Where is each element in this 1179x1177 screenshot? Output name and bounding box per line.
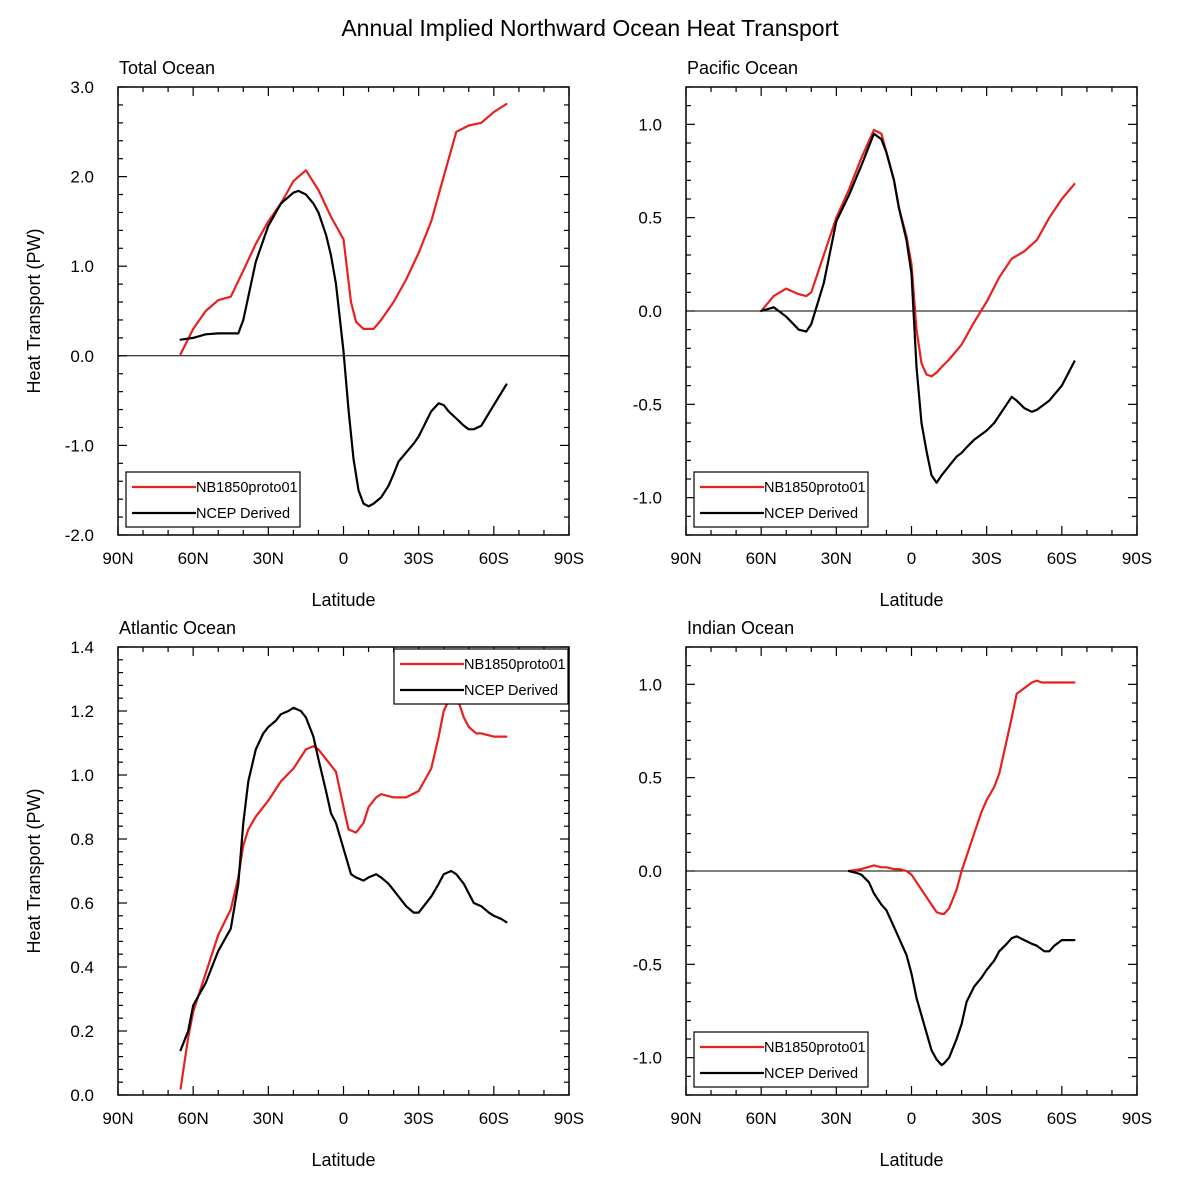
pacific-ocean-series-ncep-derived	[760, 132, 1076, 484]
atlantic-ocean-title: Atlantic Ocean	[119, 618, 236, 638]
atlantic-ocean-plot-frame	[117, 646, 570, 1096]
pacific-ocean-series-nb1850proto01	[760, 128, 1076, 378]
pacific-ocean-xtick-label: 30N	[821, 549, 852, 568]
atlantic-ocean-ytick-label: 0.6	[70, 894, 94, 913]
indian-ocean-plot-frame	[685, 646, 1138, 1096]
total-ocean-ytick-label: 1.0	[70, 257, 94, 276]
total-ocean-legend-label-nb1850proto01: NB1850proto01	[196, 480, 298, 496]
total-ocean-legend: NB1850proto01 NCEP Derived	[125, 471, 301, 528]
atlantic-ocean-ylabel: Heat Transport (PW)	[24, 788, 44, 953]
total-ocean-ticks	[117, 86, 570, 536]
atlantic-ocean-ytick-label: 0.8	[70, 830, 94, 849]
indian-ocean-xlabel: Latitude	[879, 1150, 943, 1170]
total-ocean-xtick-label: 30N	[253, 549, 284, 568]
indian-ocean-title: Indian Ocean	[687, 618, 794, 638]
figure-title: Annual Implied Northward Ocean Heat Tran…	[341, 15, 839, 41]
total-ocean-xlabel: Latitude	[311, 590, 375, 610]
indian-ocean-xtick-label: 60N	[746, 1109, 777, 1128]
pacific-ocean-ytick-label: 0.5	[638, 209, 662, 228]
panel-total-ocean: 90N 60N 30N 0 30S 60S 90S -2.0 -1.0 0.0 1.0 2.0 3.0 T…	[24, 58, 584, 610]
indian-ocean-legend-box	[693, 1031, 869, 1088]
atlantic-ocean-xtick-label: 90N	[102, 1109, 133, 1128]
pacific-ocean-legend-box	[693, 471, 869, 528]
pacific-ocean-xtick-label: 90S	[1122, 549, 1152, 568]
atlantic-ocean-xtick-label: 60S	[479, 1109, 509, 1128]
indian-ocean-xtick-label: 0	[907, 1109, 916, 1128]
total-ocean-series-nb1850proto01	[179, 102, 508, 356]
pacific-ocean-ytick-label: -0.5	[633, 395, 662, 414]
total-ocean-ytick-label: 2.0	[70, 168, 94, 187]
panel-indian-ocean: 90N 60N 30N 0 30S 60S 90S -1.0 -0.5 0.0 0.5 1.0 Indi…	[633, 618, 1152, 1170]
pacific-ocean-legend: NB1850proto01 NCEP Derived	[693, 471, 869, 528]
total-ocean-xtick-label: 0	[339, 549, 348, 568]
indian-ocean-ytick-label: -0.5	[633, 955, 662, 974]
indian-ocean-xtick-label: 60S	[1047, 1109, 1077, 1128]
indian-ocean-xtick-label: 90S	[1122, 1109, 1152, 1128]
atlantic-ocean-ytick-label: 1.4	[70, 638, 94, 657]
total-ocean-series-ncep-derived	[179, 189, 508, 508]
indian-ocean-legend-label-nb1850proto01: NB1850proto01	[764, 1040, 866, 1056]
indian-ocean-series-ncep-derived	[847, 869, 1076, 1067]
pacific-ocean-plot-frame	[685, 86, 1138, 536]
total-ocean-xtick-label: 90N	[102, 549, 133, 568]
indian-ocean-ytick-label: 0.0	[638, 862, 662, 881]
atlantic-ocean-ytick-label: 0.2	[70, 1022, 94, 1041]
atlantic-ocean-xtick-label: 60N	[178, 1109, 209, 1128]
total-ocean-xtick-label: 30S	[404, 549, 434, 568]
pacific-ocean-ytick-label: 0.0	[638, 302, 662, 321]
pacific-ocean-title: Pacific Ocean	[687, 58, 798, 78]
atlantic-ocean-series-nb1850proto01	[179, 693, 508, 1090]
total-ocean-xtick-label: 60N	[178, 549, 209, 568]
total-ocean-ylabel: Heat Transport (PW)	[24, 228, 44, 393]
indian-ocean-ytick-label: 1.0	[638, 675, 662, 694]
pacific-ocean-xlabel: Latitude	[879, 590, 943, 610]
pacific-ocean-xtick-label: 60S	[1047, 549, 1077, 568]
pacific-ocean-legend-label-ncep-derived: NCEP Derived	[764, 506, 858, 522]
atlantic-ocean-xtick-label: 30N	[253, 1109, 284, 1128]
indian-ocean-xtick-label: 30N	[821, 1109, 852, 1128]
panel-pacific-ocean: 90N 60N 30N 0 30S 60S 90S -1.0 -0.5 0.0 0.5 1.0 Paci…	[633, 58, 1152, 610]
atlantic-ocean-legend-box	[393, 648, 569, 705]
atlantic-ocean-legend-label-nb1850proto01: NB1850proto01	[464, 657, 566, 673]
indian-ocean-series-nb1850proto01	[847, 679, 1076, 916]
indian-ocean-ticks	[685, 646, 1138, 1096]
atlantic-ocean-xtick-label: 0	[339, 1109, 348, 1128]
atlantic-ocean-ytick-label: 1.0	[70, 766, 94, 785]
total-ocean-plot-frame	[117, 86, 570, 536]
total-ocean-title: Total Ocean	[119, 58, 215, 78]
total-ocean-ytick-label: 0.0	[70, 347, 94, 366]
atlantic-ocean-ytick-label: 0.0	[70, 1086, 94, 1105]
pacific-ocean-xtick-label: 90N	[670, 549, 701, 568]
total-ocean-ytick-label: -2.0	[65, 526, 94, 545]
total-ocean-ytick-label: 3.0	[70, 78, 94, 97]
panel-atlantic-ocean: 90N 60N 30N 0 30S 60S 90S 0.0 0.2 0.4 0.6 0.8 1.0 1.2…	[24, 618, 584, 1170]
total-ocean-legend-label-ncep-derived: NCEP Derived	[196, 506, 290, 522]
atlantic-ocean-ticks	[117, 646, 570, 1096]
total-ocean-xtick-label: 90S	[554, 549, 584, 568]
total-ocean-xtick-label: 60S	[479, 549, 509, 568]
atlantic-ocean-ytick-label: 1.2	[70, 702, 94, 721]
pacific-ocean-ytick-label: 1.0	[638, 115, 662, 134]
pacific-ocean-xtick-label: 0	[907, 549, 916, 568]
atlantic-ocean-xlabel: Latitude	[311, 1150, 375, 1170]
pacific-ocean-xtick-label: 30S	[972, 549, 1002, 568]
indian-ocean-ytick-label: -1.0	[633, 1049, 662, 1068]
indian-ocean-xtick-label: 90N	[670, 1109, 701, 1128]
atlantic-ocean-xtick-label: 90S	[554, 1109, 584, 1128]
total-ocean-legend-box	[125, 471, 301, 528]
pacific-ocean-xtick-label: 60N	[746, 549, 777, 568]
pacific-ocean-ytick-label: -1.0	[633, 489, 662, 508]
indian-ocean-ytick-label: 0.5	[638, 769, 662, 788]
atlantic-ocean-legend-label-ncep-derived: NCEP Derived	[464, 683, 558, 699]
atlantic-ocean-series-ncep-derived	[179, 706, 508, 1052]
atlantic-ocean-legend: NB1850proto01 NCEP Derived	[393, 648, 569, 705]
total-ocean-ytick-label: -1.0	[65, 436, 94, 455]
indian-ocean-legend: NB1850proto01 NCEP Derived	[693, 1031, 869, 1088]
pacific-ocean-legend-label-nb1850proto01: NB1850proto01	[764, 480, 866, 496]
indian-ocean-legend-label-ncep-derived: NCEP Derived	[764, 1066, 858, 1082]
atlantic-ocean-ytick-label: 0.4	[70, 958, 94, 977]
indian-ocean-xtick-label: 30S	[972, 1109, 1002, 1128]
atlantic-ocean-xtick-label: 30S	[404, 1109, 434, 1128]
